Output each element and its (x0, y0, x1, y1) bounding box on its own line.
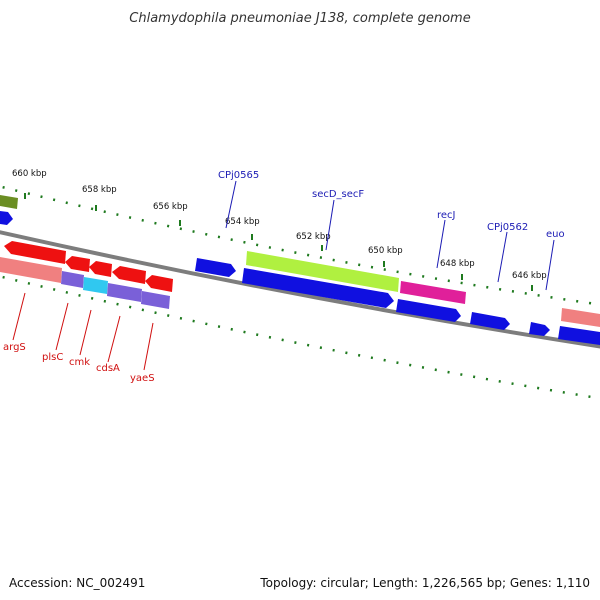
gene-args (0, 257, 62, 283)
leader-line (107, 315, 121, 363)
reverse-gene-labels: argS plsC cmk cdsA yaeS (3, 342, 155, 384)
gene-red-1 (4, 241, 66, 264)
scale-label: 656 kbp (153, 202, 188, 212)
forward-gene-labels: CPj0565 secD_secF recJ CPj0562 euo (218, 170, 565, 240)
gene-cdsa (107, 283, 142, 302)
forward-strand-genes (195, 251, 600, 345)
partial-gene-blue-edge (0, 211, 13, 225)
gene-label: cmk (69, 357, 90, 368)
gene-euo (529, 322, 550, 336)
gene-blue-short (195, 258, 236, 277)
leader-line (225, 180, 237, 229)
gene-partial-right-salmon (561, 308, 600, 327)
partial-gene-olive (0, 195, 18, 209)
major-ticks (24, 193, 533, 291)
leader-line (12, 292, 26, 341)
scale-label: 650 kbp (368, 246, 403, 256)
gene-label: argS (3, 342, 26, 353)
gene-label: plsC (42, 352, 63, 363)
gene-secd-secf (246, 251, 399, 292)
gene-red-4 (112, 266, 146, 284)
gene-cpj0562 (470, 312, 510, 330)
forward-leader-lines (225, 180, 555, 291)
gene-label: CPj0562 (487, 222, 528, 233)
genome-summary-text: Topology: circular; Length: 1,226,565 bp… (259, 576, 590, 590)
genome-backbone (0, 230, 600, 349)
gene-label: cdsA (96, 363, 120, 374)
reverse-strand-genes (0, 241, 173, 309)
scale-label: 660 kbp (12, 169, 47, 179)
gene-label: CPj0565 (218, 170, 259, 181)
leader-line (55, 302, 69, 351)
scale-label: 648 kbp (440, 259, 475, 269)
leader-line (497, 231, 508, 283)
gene-red-3 (89, 261, 112, 277)
gene-label: recJ (437, 210, 456, 221)
gene-plsc (61, 271, 84, 288)
scale-labels: 660 kbp 658 kbp 656 kbp 654 kbp 652 kbp … (12, 169, 547, 281)
map-title: Chlamydophila pneumoniae J138, complete … (129, 11, 470, 26)
gene-label: yaeS (130, 373, 155, 384)
gene-recj (400, 281, 466, 304)
scale-label: 654 kbp (225, 217, 260, 227)
scale-label: 646 kbp (512, 271, 547, 281)
gene-cmk (83, 277, 108, 294)
gene-red-2 (65, 256, 90, 272)
reverse-leader-lines (12, 292, 154, 371)
gene-blue-mid (396, 299, 461, 322)
gene-yaes (141, 291, 170, 309)
leader-line (545, 239, 555, 291)
leader-line (79, 309, 92, 356)
gene-red-5 (145, 275, 173, 292)
gene-label: euo (546, 229, 565, 240)
scale-label: 658 kbp (82, 185, 117, 195)
leader-line (436, 219, 446, 269)
accession-text: Accession: NC_002491 (9, 576, 145, 590)
leader-line (143, 322, 154, 371)
gene-cpj0565 (242, 268, 394, 308)
gene-partial-right-blue (558, 326, 600, 345)
leader-line (325, 199, 335, 251)
gene-label: secD_secF (312, 189, 364, 200)
scale-label: 652 kbp (296, 232, 331, 242)
